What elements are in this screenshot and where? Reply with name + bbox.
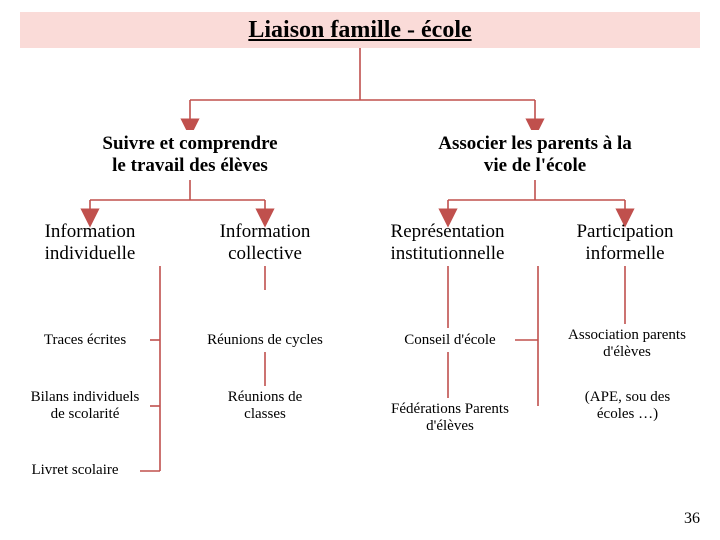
mid-c4-l2: informelle <box>576 243 673 265</box>
diagram-stage: Liaison famille - école Suivre et compre… <box>0 0 720 540</box>
leaf-c2b-l2: classes <box>228 406 303 423</box>
leaf-c3b-l1: Fédérations Parents <box>391 401 509 418</box>
leaf-c1b-l2: de scolarité <box>31 406 140 423</box>
mid-c2-l2: collective <box>220 243 311 265</box>
page-number: 36 <box>684 510 700 528</box>
leaf-c4a-l1: Association parents <box>568 327 686 344</box>
leaf-c4a: Association parents d'élèves <box>552 326 702 362</box>
mid-col-1: Information individuelle <box>20 220 160 266</box>
sub-heading-left: Suivre et comprendre le travail des élèv… <box>80 130 300 180</box>
leaf-c4b-l1: (APE, sou des <box>585 389 670 406</box>
sub-left-line2: le travail des élèves <box>102 155 277 177</box>
mid-col-4: Participation informelle <box>555 220 695 266</box>
leaf-c2b-l1: Réunions de <box>228 389 303 406</box>
sub-right-line2: vie de l'école <box>438 155 632 177</box>
mid-col-2: Information collective <box>195 220 335 266</box>
title-text: Liaison famille - école <box>248 17 471 44</box>
leaf-c4a-l2: d'élèves <box>568 344 686 361</box>
leaf-c3a: Conseil d'école <box>385 330 515 352</box>
leaf-c1c: Livret scolaire <box>10 460 140 482</box>
leaf-c2a-text: Réunions de cycles <box>207 332 323 349</box>
leaf-c1c-text: Livret scolaire <box>31 462 118 479</box>
leaf-c2b: Réunions de classes <box>200 388 330 424</box>
sub-left-line1: Suivre et comprendre <box>102 133 277 155</box>
mid-c4-l1: Participation <box>576 221 673 243</box>
leaf-c1a: Traces écrites <box>20 330 150 352</box>
sub-right-line1: Associer les parents à la <box>438 133 632 155</box>
leaf-c1b: Bilans individuels de scolarité <box>20 388 150 424</box>
leaf-c3b: Fédérations Parents d'élèves <box>375 400 525 436</box>
mid-c3-l1: Représentation <box>391 221 505 243</box>
sub-heading-right: Associer les parents à la vie de l'école <box>420 130 650 180</box>
mid-c2-l1: Information <box>220 221 311 243</box>
leaf-c4b: (APE, sou des écoles …) <box>560 388 695 424</box>
leaf-c2a: Réunions de cycles <box>190 330 340 352</box>
connector-layer <box>0 0 720 540</box>
leaf-c1b-l1: Bilans individuels <box>31 389 140 406</box>
leaf-c1a-text: Traces écrites <box>44 332 126 349</box>
mid-c3-l2: institutionnelle <box>391 243 505 265</box>
mid-col-3: Représentation institutionnelle <box>370 220 525 266</box>
leaf-c3b-l2: d'élèves <box>391 418 509 435</box>
mid-c1-l2: individuelle <box>45 243 136 265</box>
leaf-c3a-text: Conseil d'école <box>404 332 495 349</box>
leaf-c4b-l2: écoles …) <box>585 406 670 423</box>
title-bar: Liaison famille - école <box>20 12 700 48</box>
mid-c1-l1: Information <box>45 221 136 243</box>
